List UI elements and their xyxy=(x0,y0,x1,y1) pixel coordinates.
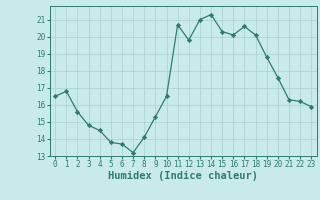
X-axis label: Humidex (Indice chaleur): Humidex (Indice chaleur) xyxy=(108,171,258,181)
